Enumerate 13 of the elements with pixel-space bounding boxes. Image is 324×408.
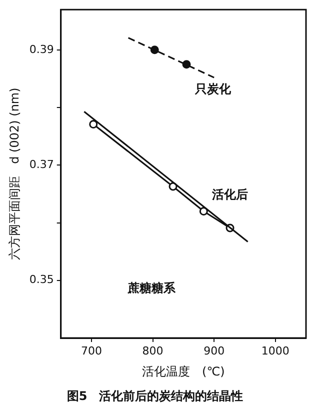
x-tick-label: 900 bbox=[204, 344, 225, 358]
annotation: 蔗糖糖系 bbox=[126, 280, 177, 295]
annotation: 活化后 bbox=[211, 187, 248, 202]
y-tick-label: 0.35 bbox=[29, 273, 54, 286]
y-tick-label: 0.39 bbox=[29, 42, 54, 56]
x-tick-label: 800 bbox=[142, 344, 164, 358]
x-axis-title: 活化温度 (℃) bbox=[142, 364, 225, 379]
annotation: 只炭化 bbox=[194, 82, 232, 96]
x-tick-label: 1000 bbox=[261, 344, 290, 358]
text: 图5 活化前后的炭结构的结晶性 bbox=[66, 388, 244, 403]
y-axis-title: 六方网平面间距 d (002) (nm) bbox=[7, 88, 22, 260]
x-tick-label: 700 bbox=[81, 344, 102, 358]
y-tick-label: 0.37 bbox=[29, 158, 54, 172]
